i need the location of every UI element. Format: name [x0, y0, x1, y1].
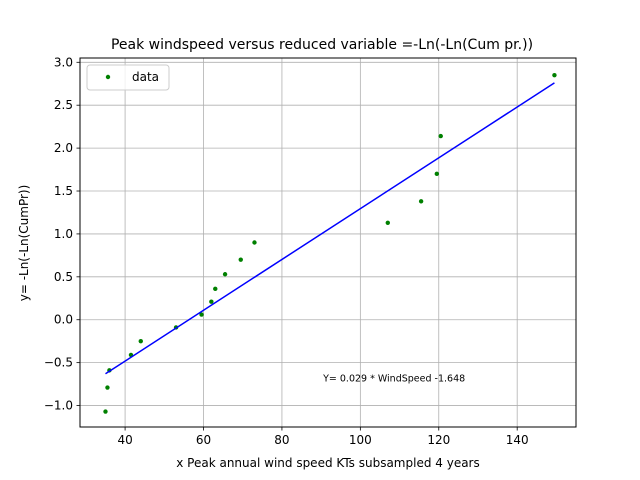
plot-frame [79, 57, 577, 428]
y-axis-label: y= -Ln(-Ln(CumPr)) [17, 185, 31, 302]
data-point [385, 220, 390, 225]
legend-box [86, 64, 170, 91]
data-point [209, 299, 214, 304]
fit-line [105, 82, 555, 375]
x-tick-label: 60 [196, 433, 211, 447]
legend-marker-data [105, 74, 111, 80]
fit-equation-annotation: Y= 0.029 * WindSpeed -1.648 [322, 374, 465, 385]
plot-marks [103, 72, 557, 414]
data-point [418, 199, 424, 204]
data-point [252, 240, 257, 245]
x-tick-label: 40 [117, 433, 132, 447]
x-tick-label: 100 [349, 433, 372, 447]
data-point [238, 257, 243, 262]
y-tick-label: 3.0 [54, 55, 73, 69]
y-tick-label: −0.5 [44, 356, 73, 370]
y-tick-label: 2.0 [54, 141, 73, 155]
data-point [222, 272, 228, 277]
data-point [434, 171, 440, 177]
legend: data [86, 64, 170, 91]
x-tick-label: 140 [506, 433, 529, 447]
y-tick-label: 2.5 [54, 98, 73, 112]
chart-title: Peak windspeed versus reduced variable =… [111, 37, 533, 53]
x-tick-label: 120 [427, 433, 450, 447]
y-tick-label: −1.0 [44, 399, 73, 413]
y-tick-label: 0.5 [54, 270, 73, 284]
data-point [213, 286, 218, 292]
legend-label-data: data [132, 70, 159, 84]
data-point [199, 312, 204, 317]
y-tick-label: 1.0 [54, 227, 73, 241]
x-tick-label: 80 [274, 433, 289, 447]
grid [80, 58, 576, 427]
ticks: 40 60 80 100 120 140 −1.0 −0.5 0.0 0.5 1.0 1.5 2.0 2.… [44, 55, 529, 447]
data-point [105, 385, 110, 390]
x-axis-label: x Peak annual wind speed KTs subsampled … [176, 456, 480, 470]
data-point [103, 409, 108, 414]
data-point [138, 338, 143, 344]
y-tick-label: 0.0 [54, 313, 73, 327]
data-point [438, 133, 443, 139]
data-point [552, 72, 557, 78]
y-tick-label: 1.5 [54, 184, 73, 198]
